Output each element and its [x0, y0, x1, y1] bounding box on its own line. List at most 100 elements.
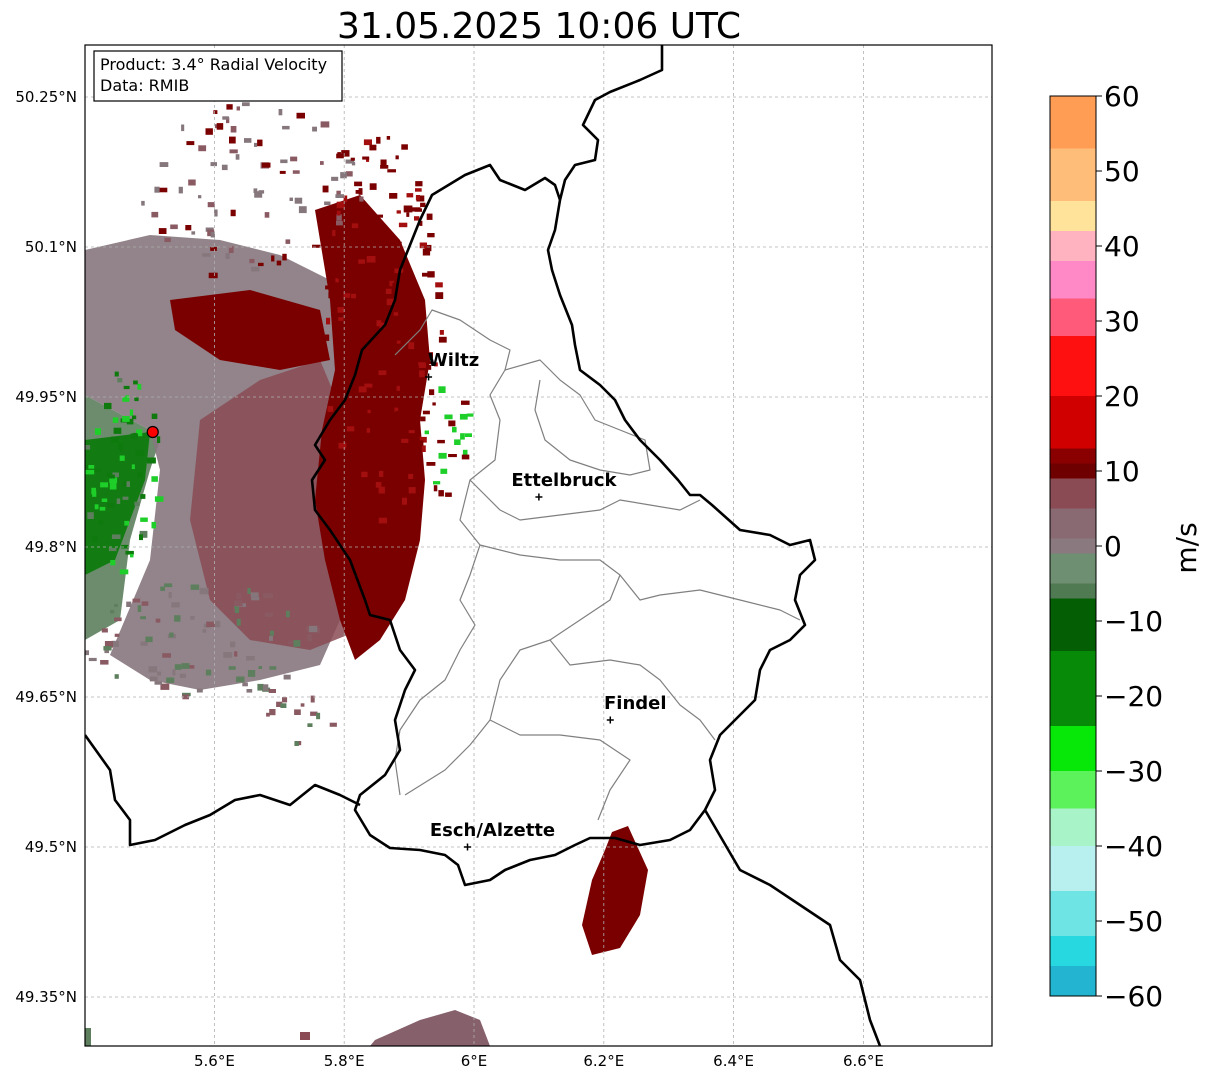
echo-pixel	[401, 144, 408, 150]
lat-tick-label: 50.25°N	[15, 88, 77, 106]
echo-pixel	[170, 224, 178, 230]
echo-pixel	[104, 402, 112, 410]
echo-pixel	[386, 136, 391, 140]
echo-pixel	[366, 158, 370, 162]
echo-pixel	[171, 602, 180, 608]
colorbar-tick-label: 20	[1104, 380, 1140, 413]
echo-pixel	[113, 427, 122, 434]
lat-tick-label: 49.95°N	[15, 388, 77, 406]
outbound-echo-area	[190, 360, 360, 650]
echo-pixel	[141, 601, 149, 606]
echo-pixel	[158, 228, 167, 234]
colorbar-tick-label: −20	[1104, 680, 1163, 713]
echo-pixel	[247, 587, 251, 594]
echo-pixel	[103, 646, 112, 651]
echo-pixel	[335, 429, 343, 436]
lat-tick-label: 49.8°N	[25, 538, 77, 556]
echo-pixel	[294, 709, 301, 715]
echo-pixel	[416, 195, 425, 202]
colorbar-segment	[1050, 201, 1096, 232]
echo-pixel	[228, 246, 234, 253]
echo-pixel	[140, 494, 146, 499]
echo-pixel	[461, 454, 470, 460]
echo-pixel	[395, 155, 399, 160]
city-label: Ettelbruck	[511, 470, 617, 491]
echo-pixel	[422, 248, 431, 256]
echo-pixel	[114, 674, 119, 679]
echo-pixel	[351, 293, 356, 299]
echo-pixel	[459, 413, 468, 420]
echo-pixel	[210, 247, 217, 251]
echo-pixel	[92, 468, 101, 472]
echo-pixel	[408, 473, 414, 479]
echo-pixel	[310, 711, 318, 716]
echo-pixel	[258, 262, 264, 267]
echo-pixel	[415, 195, 421, 201]
colorbar-tick-label: −50	[1104, 905, 1163, 938]
echo-pixel	[164, 237, 171, 243]
echo-pixel	[151, 211, 159, 218]
echo-pixel	[424, 430, 429, 435]
echo-pixel	[125, 395, 130, 400]
echo-pixel	[100, 660, 109, 665]
map-frame	[84, 44, 993, 1047]
colorbar-segment	[1050, 891, 1096, 937]
echo-pixel	[448, 420, 456, 427]
echo-pixel	[116, 498, 121, 504]
colorbar-segment	[1050, 726, 1096, 772]
echo-pixel	[131, 464, 135, 470]
echo-pixel	[92, 490, 97, 497]
echo-pixel	[181, 124, 185, 132]
echo-pixel	[380, 165, 389, 169]
echo-pixel	[336, 275, 340, 279]
echo-pixel	[269, 636, 273, 641]
info-box: Product: 3.4° Radial Velocity Data: RMIB	[93, 50, 343, 102]
echo-pixel	[296, 112, 305, 119]
echo-pixel	[132, 415, 137, 420]
latitude-tick-labels: 50.25°N 50.1°N 49.95°N 49.8°N 49.65°N 49.5°N 4…	[15, 88, 77, 1006]
echo-pixel	[386, 298, 395, 306]
echo-pixel	[364, 523, 369, 527]
echo-pixel	[439, 330, 444, 335]
colorbar-segment	[1050, 553, 1096, 584]
echo-pixel	[359, 196, 364, 203]
echo-pixel	[228, 666, 236, 670]
echo-pixel	[444, 414, 453, 420]
echo-pixel	[229, 136, 236, 144]
echo-pixel	[372, 302, 378, 307]
colorbar-segment	[1050, 261, 1096, 299]
echo-pixel	[396, 210, 401, 214]
lon-tick-label: 5.8°E	[324, 1052, 365, 1070]
echo-pixel	[214, 209, 218, 217]
echo-pixel	[154, 186, 160, 193]
echo-pixel	[149, 676, 158, 682]
echo-pixel	[328, 427, 337, 435]
echo-pixel	[466, 413, 474, 417]
info-data-source-text: Data: RMIB	[100, 76, 189, 95]
echo-pixel	[331, 386, 338, 391]
echo-pixel	[92, 536, 98, 543]
echo-pixel	[126, 481, 130, 487]
colorbar-tick-label: 60	[1104, 80, 1140, 113]
echo-pixel	[378, 517, 387, 524]
echo-pixel	[310, 695, 315, 703]
echo-pixel	[398, 315, 407, 321]
echo-pixel	[121, 544, 129, 549]
echo-pixel	[360, 358, 369, 362]
echo-pixel	[110, 560, 116, 566]
echo-pixel	[358, 188, 363, 195]
colorbar-tick-label: −30	[1104, 755, 1163, 788]
echo-pixel	[419, 220, 423, 226]
echo-pixel	[253, 188, 258, 193]
echo-pixel	[145, 636, 153, 643]
echo-pixel	[325, 285, 329, 290]
colorbar-segment	[1050, 396, 1096, 449]
echo-pixel	[151, 413, 158, 419]
echo-pixel	[300, 703, 305, 707]
lon-tick-label: 6°E	[461, 1052, 488, 1070]
echo-pixel	[282, 697, 288, 703]
echo-pixel	[280, 703, 287, 708]
echo-pixel	[246, 689, 253, 693]
echo-pixel	[109, 477, 118, 483]
echo-pixel	[316, 712, 321, 720]
